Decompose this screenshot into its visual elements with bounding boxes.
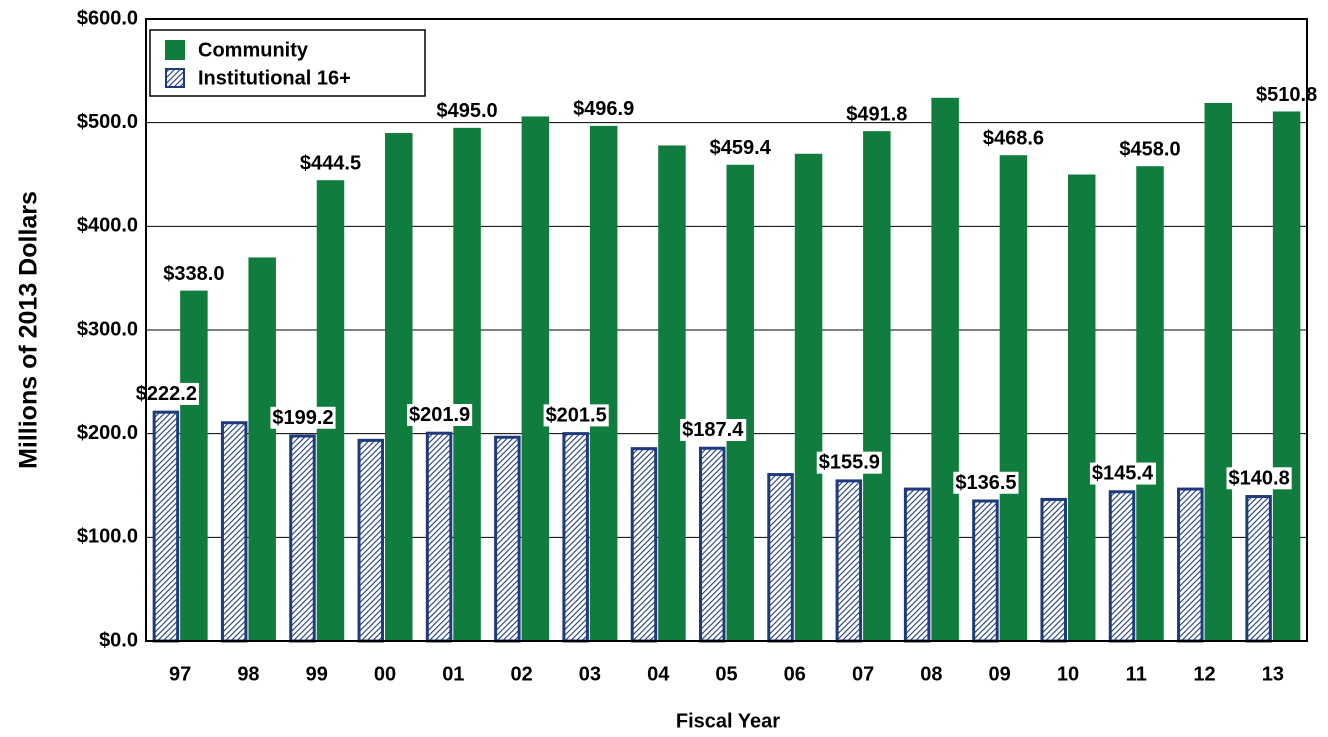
value-label: $201.9 [409, 404, 470, 426]
legend-label: Community [198, 39, 309, 61]
bar [972, 499, 999, 643]
value-label: $491.8 [846, 103, 907, 125]
bar [248, 257, 276, 641]
bar [1272, 111, 1301, 642]
value-label: $201.5 [546, 404, 607, 426]
bar [289, 434, 316, 643]
bar [220, 421, 248, 643]
y-tick-label: $600.0 [77, 7, 138, 29]
y-tick-label: $300.0 [77, 318, 138, 340]
x-tick-label: 04 [647, 663, 670, 685]
value-label: $444.5 [300, 152, 361, 174]
bar [1040, 497, 1067, 643]
value-label: $510.8 [1256, 84, 1317, 106]
bar [152, 410, 180, 643]
x-tick-label: 06 [784, 663, 806, 685]
legend-box [149, 29, 426, 97]
legend-label: Institutional 16+ [198, 67, 351, 89]
y-tick-label: $400.0 [77, 215, 138, 237]
value-label: $145.4 [1092, 463, 1154, 485]
x-tick-label: 02 [510, 663, 532, 685]
value-label: $468.6 [983, 127, 1044, 149]
value-label: $495.0 [436, 100, 497, 122]
value-label-bg [1226, 467, 1292, 490]
value-label: $222.2 [136, 383, 197, 405]
bar [726, 164, 754, 641]
bar [767, 473, 794, 643]
x-tick-label: 09 [989, 663, 1011, 685]
bar [699, 446, 726, 643]
y-tick-label: $0.0 [99, 629, 138, 651]
x-tick-label: 03 [579, 663, 601, 685]
value-label-bg [680, 419, 747, 442]
x-tick-label: 01 [442, 663, 464, 685]
y-tick-label: $100.0 [77, 526, 138, 548]
x-tick-label: 07 [852, 663, 874, 685]
x-tick-label: 97 [169, 663, 191, 685]
bar [494, 435, 521, 643]
bar [630, 447, 658, 643]
x-axis-label: Fiscal Year [676, 710, 780, 732]
value-label: $155.9 [819, 452, 880, 474]
bar [589, 125, 618, 642]
value-label-bg [543, 404, 609, 427]
bar [658, 145, 686, 641]
value-label-bg [133, 382, 199, 405]
bar [1136, 166, 1164, 641]
value-label: $338.0 [163, 263, 224, 285]
bar [180, 290, 208, 641]
bar [453, 127, 481, 642]
bar [1245, 495, 1272, 643]
bar [385, 133, 413, 642]
value-label: $187.4 [682, 419, 744, 441]
legend-swatch [165, 40, 185, 60]
value-label: $459.4 [710, 137, 772, 159]
bar [835, 479, 863, 643]
bar [1108, 490, 1136, 643]
x-tick-label: 98 [237, 663, 259, 685]
value-label-bg [816, 451, 882, 474]
value-label-bg [953, 471, 1019, 494]
bar [1067, 174, 1096, 641]
x-tick-label: 05 [715, 663, 737, 685]
bar [521, 116, 550, 642]
value-label: $140.8 [1229, 467, 1290, 489]
x-tick-label: 12 [1193, 663, 1215, 685]
x-tick-label: 08 [920, 663, 942, 685]
value-label: $496.9 [573, 98, 634, 120]
value-label: $199.2 [272, 407, 333, 429]
x-tick-label: 11 [1126, 663, 1147, 685]
bar [425, 431, 453, 643]
bar [794, 153, 823, 641]
plot-frame [145, 18, 1308, 642]
value-label: $458.0 [1119, 138, 1180, 160]
bar [1204, 102, 1233, 642]
x-tick-label: 10 [1057, 663, 1079, 685]
value-label: $136.5 [955, 472, 1016, 494]
bar [562, 432, 589, 643]
x-tick-label: 99 [306, 663, 328, 685]
bar [903, 487, 931, 643]
legend-swatch [165, 68, 185, 88]
value-label-bg [270, 406, 336, 429]
x-tick-label: 13 [1262, 663, 1284, 685]
bar [999, 155, 1028, 641]
y-tick-label: $200.0 [77, 422, 138, 444]
bar [931, 97, 959, 641]
bar [863, 131, 891, 641]
bar [357, 438, 385, 643]
value-label-bg [1089, 462, 1156, 485]
y-tick-label: $500.0 [77, 111, 138, 133]
bar [1177, 487, 1204, 643]
x-tick-label: 00 [374, 663, 396, 685]
y-axis-label: Millions of 2013 Dollars [15, 191, 43, 469]
value-label-bg [406, 403, 473, 426]
